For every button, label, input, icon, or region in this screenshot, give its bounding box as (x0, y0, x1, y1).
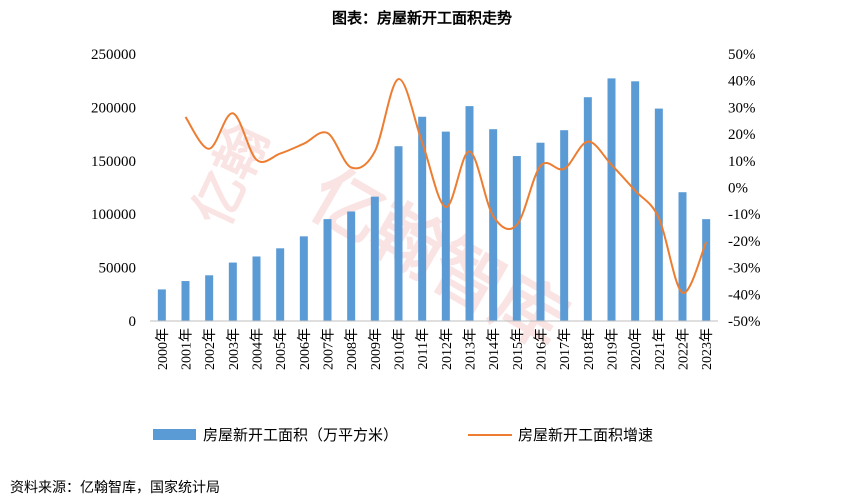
right-axis-tick-label: -30% (728, 261, 761, 277)
bar (654, 108, 663, 321)
bar (489, 129, 498, 321)
legend: 房屋新开工面积（万平方米） 房屋新开工面积增速 (153, 426, 653, 444)
legend-line-label: 房屋新开工面积增速 (518, 426, 653, 444)
x-axis-tick-label: 2001年 (179, 328, 195, 370)
bar-series (157, 78, 711, 322)
bar (323, 219, 332, 321)
legend-bar-swatch (153, 429, 196, 440)
x-axis-tick-label: 2018年 (581, 328, 597, 370)
right-axis-tick-label: -40% (728, 287, 761, 303)
left-axis-ticks: 0 50000 100000 150000 200000 250000 (91, 47, 136, 330)
x-axis-tick-label: 2016年 (534, 328, 550, 370)
left-axis-tick-label: 0 (129, 314, 137, 330)
right-axis-tick-label: 50% (728, 47, 756, 63)
bar (418, 116, 427, 321)
bar (512, 156, 521, 321)
bar (441, 131, 450, 321)
bar (394, 146, 403, 321)
x-axis-tick-label: 2006年 (297, 328, 313, 370)
x-axis-tick-label: 2009年 (368, 328, 384, 370)
x-axis-tick-label: 2022年 (676, 328, 692, 370)
growth-rate-line (184, 78, 708, 294)
left-axis-tick-label: 250000 (91, 47, 136, 63)
legend-bar-label: 房屋新开工面积（万平方米） (203, 426, 398, 444)
bar (228, 262, 237, 321)
x-axis-tick-label: 2015年 (510, 328, 526, 370)
right-axis-tick-label: -50% (728, 314, 761, 330)
right-axis-tick-label: -20% (728, 234, 761, 250)
x-axis-tick-label: 2017年 (557, 328, 573, 370)
bar (347, 211, 356, 321)
x-axis-tick-label: 2003年 (226, 328, 242, 370)
right-axis-tick-label: -10% (728, 207, 761, 223)
bar (607, 78, 616, 321)
bar (702, 219, 711, 321)
left-axis-tick-label: 100000 (91, 207, 136, 223)
bar (205, 275, 214, 321)
bar (631, 81, 640, 321)
bar (276, 248, 285, 321)
chart-title: 图表：房屋新开工面积走势 (332, 9, 512, 27)
x-axis-tick-label: 2010年 (392, 328, 408, 370)
x-axis-tick-label: 2020年 (628, 328, 644, 370)
bar (299, 236, 308, 321)
x-axis-tick-label: 2021年 (652, 328, 668, 370)
right-axis-tick-label: 20% (728, 127, 756, 143)
bar (370, 196, 379, 321)
x-axis-tick-label: 2002年 (202, 328, 218, 370)
x-axis-tick-label: 2012年 (439, 328, 455, 370)
bar (583, 97, 592, 322)
bar (252, 256, 261, 321)
x-axis-ticks: 2000年 2001年 2002年 2003年 2004年 2005年 2006年 2007年… (155, 328, 715, 370)
x-axis-tick-label: 2007年 (321, 328, 337, 370)
x-axis-tick-label: 2005年 (273, 328, 289, 370)
right-axis-tick-label: 30% (728, 100, 756, 116)
left-axis-tick-label: 150000 (91, 154, 136, 170)
x-axis-tick-label: 2004年 (250, 328, 266, 370)
x-axis-tick-label: 2014年 (486, 328, 502, 370)
x-axis-tick-label: 2023年 (699, 328, 715, 370)
x-axis-tick-label: 2019年 (605, 328, 621, 370)
bar (678, 192, 687, 321)
source-note: 资料来源：亿翰智库，国家统计局 (10, 479, 220, 496)
bar (560, 130, 569, 321)
x-axis-tick-label: 2013年 (463, 328, 479, 370)
right-axis-tick-label: 0% (728, 181, 748, 197)
x-axis-tick-label: 2011年 (415, 328, 431, 369)
bar (536, 142, 545, 321)
bar (157, 289, 166, 321)
watermark-logo: 亿翰 (182, 116, 280, 236)
x-axis-tick-label: 2008年 (344, 328, 360, 370)
right-axis-tick-label: 40% (728, 74, 756, 90)
bar (181, 281, 190, 321)
left-axis-tick-label: 50000 (99, 261, 137, 277)
left-axis-tick-label: 200000 (91, 100, 136, 116)
right-axis-tick-label: 10% (728, 154, 756, 170)
bar (465, 106, 474, 321)
right-axis-ticks: -50% -40% -30% -20% -10% 0% 10% 20% 30% 40% 50% (728, 47, 761, 330)
x-axis-tick-label: 2000年 (155, 328, 171, 370)
